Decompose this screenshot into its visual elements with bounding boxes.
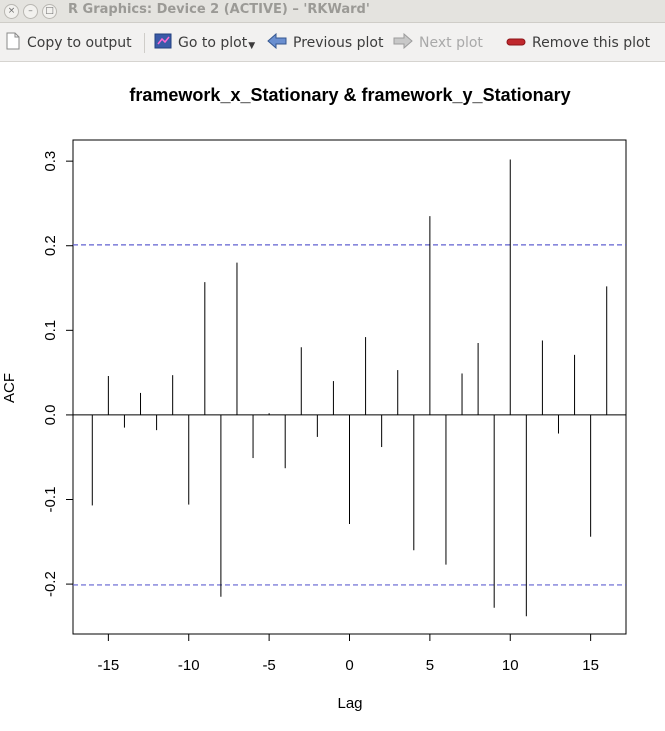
copy-to-output-label: Copy to output: [27, 35, 132, 51]
window-titlebar: × – □ R Graphics: Device 2 (ACTIVE) – 'R…: [0, 0, 665, 23]
y-tick-label: 0.2: [42, 235, 59, 256]
x-tick-label: -10: [178, 657, 200, 674]
y-axis-label: ACF: [1, 373, 18, 403]
previous-plot-label: Previous plot: [293, 35, 384, 51]
close-window-icon[interactable]: ×: [4, 4, 19, 19]
remove-icon: [506, 35, 526, 51]
document-icon: [5, 32, 21, 54]
chart-title: framework_x_Stationary & framework_y_Sta…: [129, 85, 570, 105]
y-tick-label: -0.2: [42, 571, 59, 597]
x-tick-label: 5: [426, 657, 434, 674]
arrow-right-icon: [393, 32, 413, 53]
copy-to-output-button[interactable]: Copy to output: [5, 32, 132, 54]
next-plot-label: Next plot: [419, 35, 483, 51]
remove-plot-label: Remove this plot: [532, 35, 651, 51]
minimize-window-icon[interactable]: –: [23, 4, 38, 19]
arrow-left-icon: [267, 32, 287, 53]
window-title: R Graphics: Device 2 (ACTIVE) – 'RKWard': [68, 2, 370, 17]
plot-area: [72, 139, 627, 635]
next-plot-button[interactable]: Next plot: [393, 32, 483, 53]
plot-toolbar: Copy to output Go to plot ▼ Previous plo…: [0, 23, 665, 62]
x-tick-label: 0: [345, 657, 353, 674]
go-to-plot-label: Go to plot: [178, 35, 248, 51]
go-to-plot-button[interactable]: Go to plot ▼: [154, 33, 255, 53]
maximize-window-icon[interactable]: □: [42, 4, 57, 19]
y-tick-label: -0.1: [42, 487, 59, 513]
x-tick-label: 10: [502, 657, 519, 674]
y-tick-label: 0.3: [42, 151, 59, 172]
x-tick-label: -5: [262, 657, 275, 674]
previous-plot-button[interactable]: Previous plot: [267, 32, 384, 53]
chart-marks: -15 -10 -5 0 5 10 15 -0.2 -0.1 0.0 0.1 0.2 0.3: [42, 151, 626, 674]
x-axis-label: Lag: [337, 695, 362, 712]
x-tick-label: -15: [98, 657, 120, 674]
chevron-down-icon: ▼: [248, 41, 256, 51]
acf-chart: framework_x_Stationary & framework_y_Sta…: [1, 85, 627, 712]
y-tick-label: 0.0: [42, 404, 59, 425]
plot-icon: [154, 33, 172, 53]
y-tick-label: 0.1: [42, 320, 59, 341]
x-tick-label: 15: [582, 657, 599, 674]
toolbar-separator: [144, 33, 145, 53]
remove-plot-button[interactable]: Remove this plot: [506, 33, 650, 53]
